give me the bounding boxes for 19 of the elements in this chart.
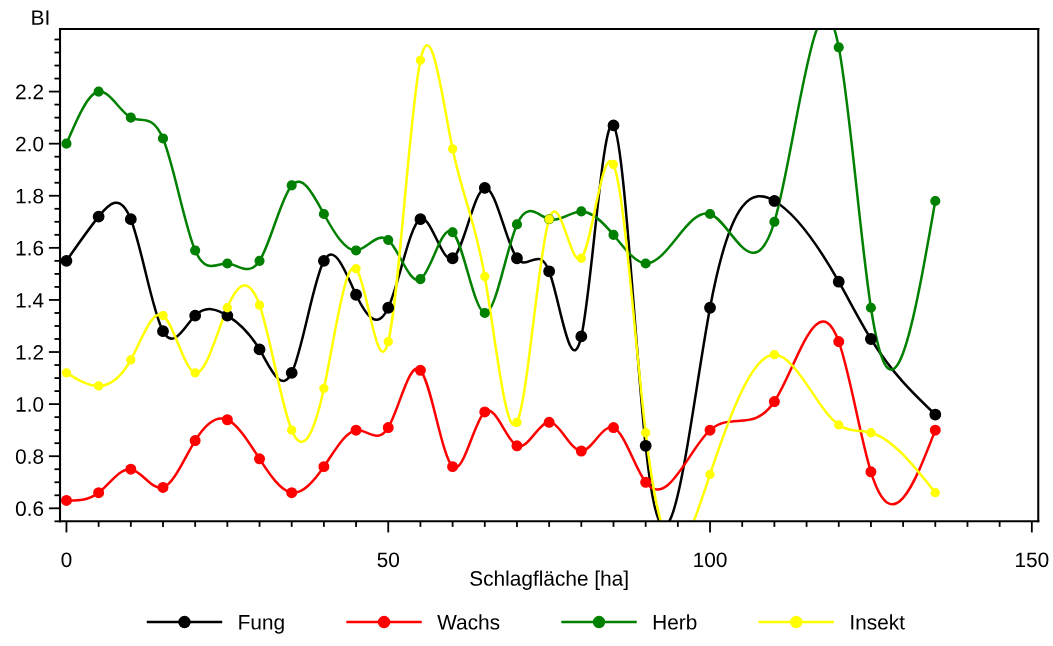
x-axis-title: Schlagfläche [ha]: [470, 570, 628, 590]
legend-label: Wachs: [437, 614, 500, 630]
y-tick-label: 2.0: [16, 136, 44, 152]
y-tick-label: 1.4: [16, 293, 44, 308]
y-tick-label: 1.6: [16, 240, 44, 256]
y-tick-label: 1.0: [16, 397, 44, 412]
legend-label: Insekt: [851, 614, 905, 630]
y-tick-label: 0.8: [15, 449, 44, 464]
legend-label: Herb: [653, 614, 697, 630]
y-tick-label: 0.6: [15, 501, 44, 517]
y-tick-label: 1.2: [16, 345, 44, 360]
legend-label: Fung: [239, 615, 284, 634]
x-tick-label: 50: [377, 552, 400, 568]
y-tick-label: 1.8: [16, 188, 44, 204]
y-tick-label: 2.2: [16, 84, 44, 100]
y-axis-title: BI: [32, 10, 49, 25]
x-tick-label: 150: [1016, 552, 1049, 568]
x-tick-label: 100: [694, 552, 727, 568]
x-tick-label: 0: [61, 552, 72, 568]
